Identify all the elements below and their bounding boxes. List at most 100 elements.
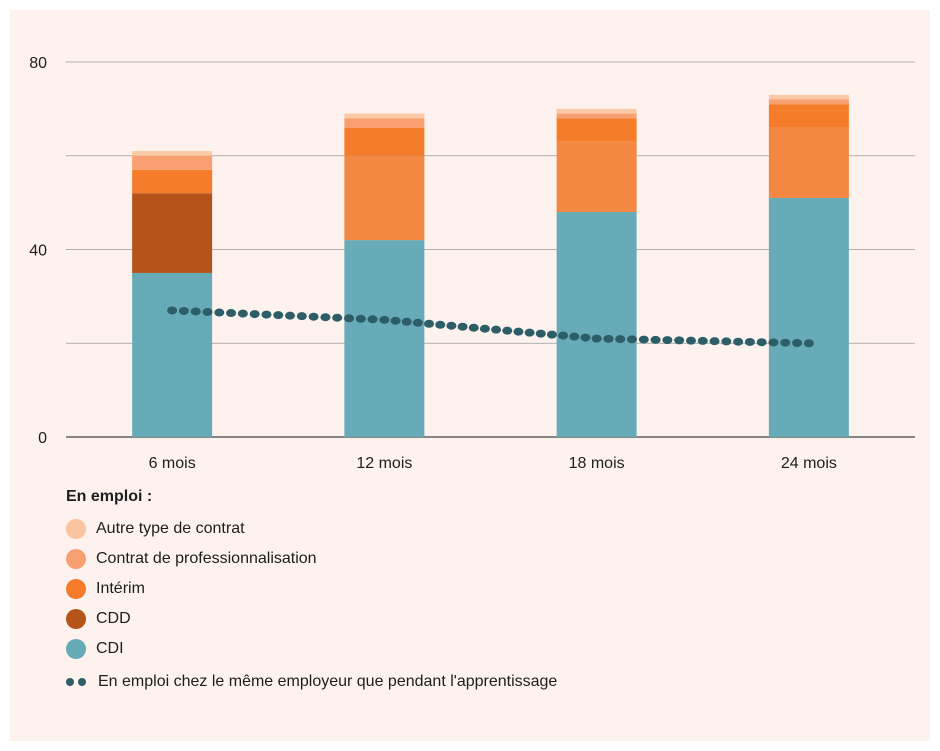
line-dot: [615, 335, 626, 344]
bar-segment: [344, 155, 425, 241]
x-tick-label: 12 mois: [356, 455, 412, 472]
line-dot: [721, 337, 732, 346]
bar-segment: [344, 240, 425, 437]
line-dot: [638, 335, 649, 344]
line-dot: [202, 308, 213, 316]
axis-labels: 0 40 80 6 mois 12 mois 18 mois 24 mois: [29, 55, 837, 472]
line-dot: [558, 331, 569, 340]
bar-segment: [768, 94, 849, 100]
legend-item: CDI: [66, 639, 566, 659]
line-dot: [733, 337, 744, 346]
line-dot: [674, 336, 685, 345]
legend-dots: [66, 671, 90, 692]
line-dot: [468, 323, 479, 332]
bar-segment: [132, 272, 213, 437]
bar-segment: [344, 127, 425, 156]
line-dot: [296, 312, 307, 321]
legend-label: Autre type de contrat: [96, 520, 245, 537]
bar-segment: [132, 169, 213, 194]
line-dot: [226, 309, 237, 318]
y-tick-label: 40: [29, 243, 47, 260]
line-dot: [249, 310, 260, 319]
line-dot: [344, 314, 354, 323]
legend-dot: [78, 677, 86, 686]
legend-item: CDD: [66, 609, 566, 629]
line-dot: [390, 316, 401, 325]
bar-segment: [344, 118, 425, 128]
line-dot: [591, 334, 602, 343]
line-dot: [780, 338, 791, 347]
legend-item: Intérim: [66, 579, 566, 599]
x-tick-label: 6 mois: [149, 455, 196, 472]
line-dot: [446, 321, 457, 330]
bar-segment: [768, 197, 849, 437]
line-dot: [546, 330, 557, 339]
bar-segment: [132, 193, 213, 273]
line-dot: [803, 339, 814, 348]
legend-label: Intérim: [96, 580, 145, 597]
line-dot: [178, 306, 189, 315]
line-dot: [412, 318, 423, 327]
line-dot: [491, 325, 502, 334]
legend-swatch: [66, 549, 86, 569]
line-dot: [744, 337, 755, 346]
line-dot: [308, 312, 319, 321]
line-dot: [756, 338, 767, 347]
line-dot: [662, 336, 673, 345]
bar-segment: [556, 141, 637, 212]
bar-segment: [344, 113, 425, 119]
legend-swatch: [66, 519, 86, 539]
bar-segment: [556, 212, 637, 437]
trend-line-dots: [167, 306, 814, 348]
bar-segment: [768, 127, 849, 198]
line-dot: [569, 332, 580, 341]
line-dot: [190, 307, 201, 316]
bar-segment: [768, 104, 849, 128]
line-dot: [435, 320, 446, 329]
line-dot: [768, 338, 779, 347]
bar-segment: [556, 108, 637, 114]
line-dot: [355, 314, 366, 323]
y-tick-label: 0: [38, 430, 47, 447]
line-dot: [603, 334, 614, 343]
legend-swatch: [66, 579, 86, 599]
line-dot: [524, 328, 535, 337]
line-dot: [792, 338, 803, 347]
legend-label: CDI: [96, 640, 124, 657]
line-dot: [273, 311, 284, 320]
line-dot: [401, 317, 412, 326]
line-dot: [424, 319, 435, 328]
line-dot: [332, 313, 343, 322]
line-dot: [697, 336, 708, 345]
line-dot: [379, 315, 390, 324]
line-dot: [627, 335, 637, 344]
line-dot: [167, 306, 178, 315]
line-dot: [535, 329, 546, 338]
line-dot: [709, 337, 720, 346]
bar-segment: [132, 151, 213, 156]
legend: Autre type de contrat Contrat de professi…: [66, 519, 566, 692]
bars: [132, 94, 849, 437]
y-tick-label: 80: [29, 55, 47, 72]
line-dot: [214, 308, 225, 317]
bar-segment: [768, 99, 849, 105]
line-dot: [457, 322, 468, 331]
legend-item: Contrat de professionnalisation: [66, 549, 566, 569]
legend-swatch: [66, 639, 86, 659]
line-dot: [685, 336, 696, 345]
line-dot: [502, 326, 513, 335]
line-dot: [237, 309, 248, 318]
legend-item: Autre type de contrat: [66, 519, 566, 539]
line-dot: [261, 310, 272, 319]
legend-item-line: En emploi chez le même employeur que pen…: [66, 671, 566, 692]
legend-label: Contrat de professionnalisation: [96, 550, 317, 567]
line-dot: [320, 313, 331, 322]
line-dot: [285, 311, 296, 320]
line-dot: [513, 327, 524, 336]
legend-dot: [66, 677, 74, 686]
line-dot: [580, 333, 591, 342]
bar-segment: [132, 155, 213, 170]
bar-segment: [556, 118, 637, 142]
legend-label: CDD: [96, 610, 131, 627]
